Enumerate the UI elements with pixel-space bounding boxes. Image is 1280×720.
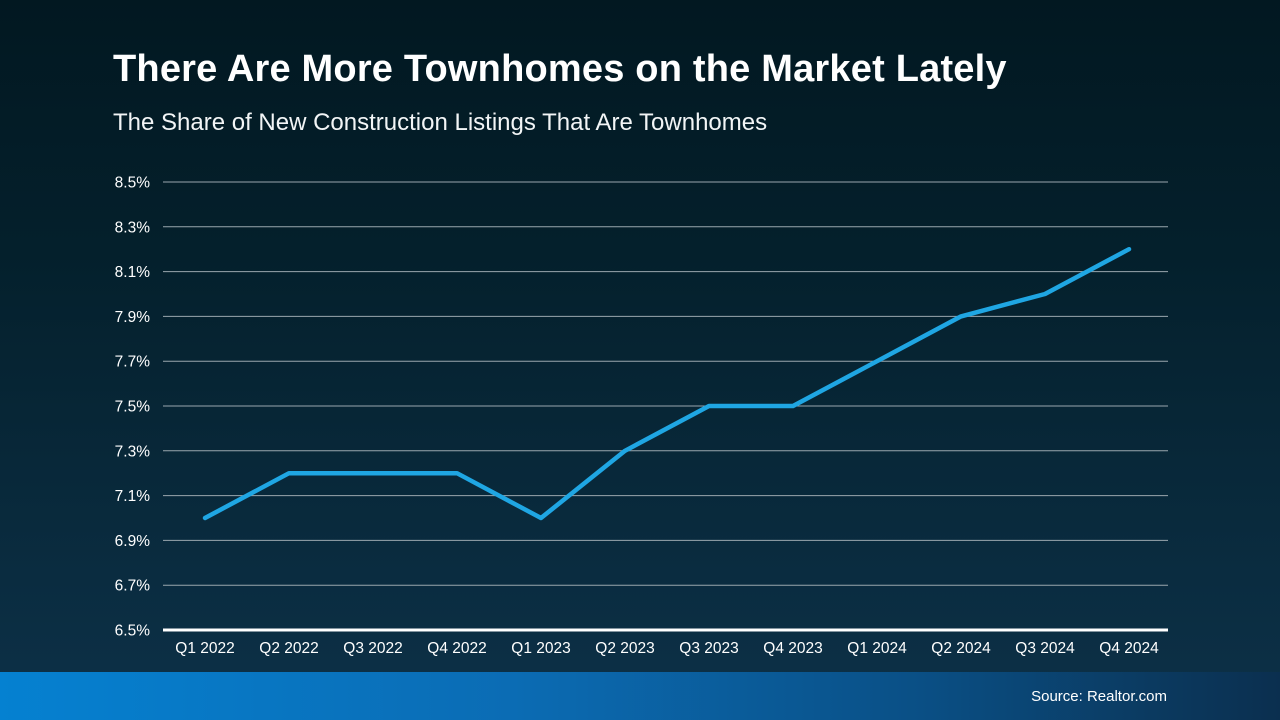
x-tick-label: Q3 2024 [1015, 640, 1075, 657]
y-tick-label: 6.7% [115, 578, 151, 595]
y-tick-label: 7.5% [115, 399, 151, 416]
y-tick-label: 6.9% [115, 533, 151, 550]
x-tick-label: Q4 2024 [1099, 640, 1159, 657]
y-tick-label: 7.7% [115, 354, 151, 371]
x-tick-label: Q1 2022 [175, 640, 234, 657]
x-tick-label: Q3 2022 [343, 640, 402, 657]
x-tick-label: Q2 2024 [931, 640, 991, 657]
x-tick-label: Q1 2023 [511, 640, 570, 657]
x-tick-label: Q3 2023 [679, 640, 738, 657]
x-tick-label: Q2 2023 [595, 640, 654, 657]
data-line-townhome-share [202, 246, 1132, 521]
y-tick-label: 8.3% [115, 219, 151, 236]
source-label: Source: Realtor.com [1031, 687, 1167, 705]
y-tick-label: 7.3% [115, 443, 151, 460]
y-tick-label: 6.5% [115, 623, 151, 640]
x-tick-label: Q2 2022 [259, 640, 318, 657]
x-tick-label: Q4 2023 [763, 640, 822, 657]
y-tick-label: 7.1% [115, 488, 151, 505]
y-tick-label: 7.9% [115, 309, 151, 326]
chart-subtitle: The Share of New Construction Listings T… [113, 109, 768, 136]
x-tick-label: Q1 2024 [847, 640, 907, 657]
chart-title: There Are More Townhomes on the Market L… [113, 48, 1007, 90]
x-tick-label: Q4 2022 [427, 640, 486, 657]
footer-bar: Source: Realtor.com [0, 672, 1280, 720]
y-tick-label: 8.5% [115, 175, 151, 192]
y-tick-label: 8.1% [115, 264, 151, 281]
